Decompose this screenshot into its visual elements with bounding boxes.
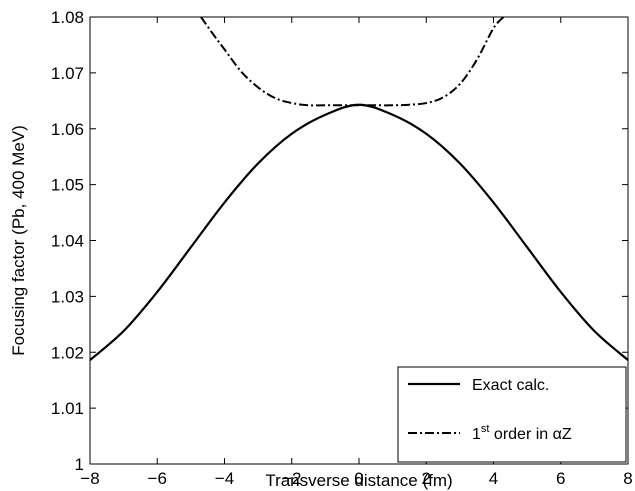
y-tick-label: 1 <box>75 455 84 474</box>
series-group <box>90 17 628 361</box>
x-tick-label: 8 <box>623 469 632 488</box>
x-tick-label: −6 <box>148 469 167 488</box>
series-first-order-line <box>200 17 505 107</box>
y-tick-label: 1.02 <box>51 343 84 362</box>
y-tick-label: 1.05 <box>51 176 84 195</box>
x-tick-label: 0 <box>354 469 363 488</box>
y-tick-label: 1.04 <box>51 232 84 251</box>
y-tick-label: 1.06 <box>51 120 84 139</box>
y-tick-label: 1.08 <box>51 8 84 27</box>
x-tick-label: 2 <box>422 469 431 488</box>
legend: Exact calc. 1st order in αZ <box>397 366 627 463</box>
y-tick-label: 1.01 <box>51 399 84 418</box>
y-tick-label: 1.03 <box>51 287 84 306</box>
legend-label-exact: Exact calc. <box>472 377 549 394</box>
x-tick-labels: −8 −6 −4 −2 0 2 4 6 8 <box>80 469 632 488</box>
x-tick-label: 6 <box>556 469 565 488</box>
x-tick-label: 4 <box>489 469 498 488</box>
y-tick-labels: 1 1.01 1.02 1.03 1.04 1.05 1.06 1.07 1.08 <box>51 8 84 474</box>
x-tick-label: −2 <box>282 469 301 488</box>
y-axis-title: Focusing factor (Pb, 400 MeV) <box>9 125 28 356</box>
x-tick-label: −8 <box>80 469 99 488</box>
x-tick-label: −4 <box>215 469 234 488</box>
legend-label-first-order: 1st order in αZ <box>472 423 572 443</box>
legend-box <box>397 366 627 463</box>
x-axis-title: Transverse distance (fm) <box>265 471 452 490</box>
y-tick-label: 1.07 <box>51 64 84 83</box>
axis-ticks <box>89 16 629 465</box>
